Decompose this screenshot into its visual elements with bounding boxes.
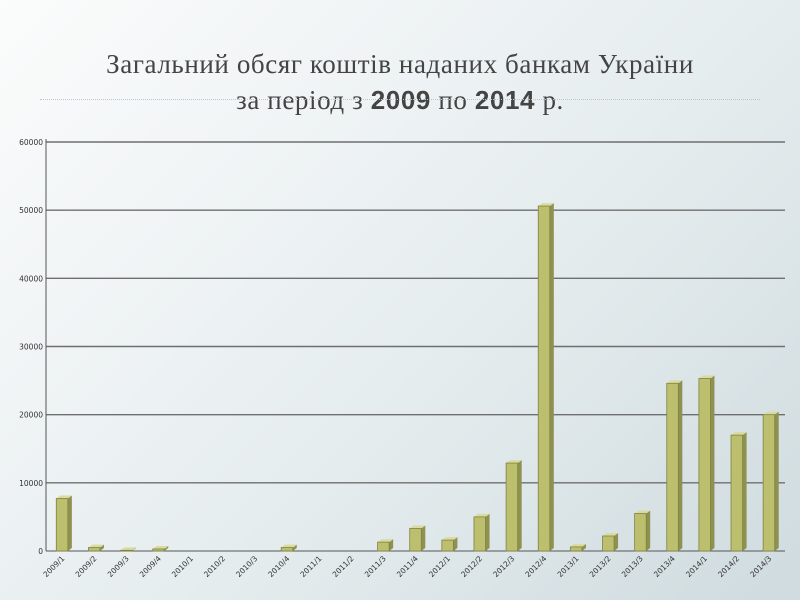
bar-side [292,544,297,551]
bar-side [421,525,426,551]
bar [55,498,69,552]
title-line-2: за період з 2009 по 2014 р. [0,82,800,118]
x-tick-label: 2014/1 [684,554,709,579]
bar-top [666,380,683,384]
bar-side [485,513,490,551]
bar [120,549,133,552]
x-tick-label: 2011/3 [363,554,388,579]
bar-top [634,510,651,514]
bar-side [164,545,169,551]
bar [505,462,519,552]
x-tick-label: 2012/3 [491,554,516,579]
bar-side [549,203,554,551]
title-suffix: р. [535,85,564,115]
bar-top [731,432,747,436]
year-from: 2009 [370,85,431,115]
bar-side [99,544,104,551]
bar-top [281,544,297,548]
title-prefix: за період з [236,85,371,115]
x-tick-label: 2011/1 [298,554,323,579]
bar-side [389,539,394,551]
slide-title: Загальний обсяг коштів наданих банкам Ук… [0,46,800,118]
y-tick-label: 40000 [19,274,43,283]
x-tick-label: 2012/2 [459,554,484,579]
bar [441,539,454,552]
title-divider [40,99,760,100]
bar [762,414,776,552]
bar [377,541,390,552]
x-tick-label: 2010/1 [170,554,195,579]
bar-side [774,411,779,551]
bar-side [453,537,458,551]
bar [537,205,551,552]
bar-top [570,543,586,547]
bar-side [614,533,619,551]
bar-top [377,539,394,543]
x-tick-label: 2010/2 [202,554,227,579]
x-tick-label: 2013/1 [556,554,581,579]
x-tick-label: 2012/4 [523,554,548,579]
title-middle: по [431,85,475,115]
bar [88,547,101,552]
bar [280,547,294,552]
bar-side [581,543,586,551]
x-tick-label: 2009/3 [106,554,131,579]
bar-side [67,495,72,551]
x-tick-label: 2010/4 [266,554,291,579]
x-tick-label: 2014/2 [716,554,741,579]
bar [569,546,583,552]
x-tick-label: 2011/2 [331,554,356,579]
y-tick-label: 10000 [19,479,43,488]
title-line-1: Загальний обсяг коштів наданих банкам Ук… [106,49,694,79]
y-tick-label: 30000 [19,343,43,352]
bar-side [646,510,651,551]
bar-top [763,411,779,415]
x-tick-label: 2009/1 [41,554,66,579]
bar [409,528,422,552]
bar [666,382,679,552]
x-tick-label: 2014/3 [748,554,773,579]
bar-side [710,375,715,551]
bar [152,548,165,552]
bar-top [88,544,104,548]
bar-top [473,513,490,517]
bar-top [698,375,715,379]
bar-side [132,547,137,551]
y-tick-label: 50000 [19,206,43,215]
bar-top [120,547,137,551]
bar-side [742,432,747,551]
bar-side [517,460,522,551]
y-tick-label: 60000 [19,138,43,147]
bar [698,378,711,552]
bar-top [602,533,619,537]
bar-top [506,460,522,464]
x-tick-label: 2013/4 [652,554,677,579]
bar-top [56,495,72,499]
bar-side [678,380,683,551]
bar [730,434,743,552]
y-tick-label: 20000 [19,411,43,420]
bar [602,535,615,552]
y-tick-label: 0 [38,547,43,556]
x-tick-label: 2012/1 [427,554,452,579]
bar-top [409,525,426,529]
bar [634,513,647,552]
x-tick-label: 2013/3 [620,554,645,579]
x-tick-label: 2013/2 [588,554,613,579]
x-tick-label: 2010/3 [234,554,259,579]
x-tick-label: 2011/4 [395,554,420,579]
bar [473,516,486,552]
x-tick-label: 2009/4 [138,554,163,579]
bar-top [152,545,169,549]
bar-top [441,537,458,541]
bar-top [538,203,554,207]
year-to: 2014 [474,85,536,115]
x-tick-label: 2009/2 [74,554,99,579]
